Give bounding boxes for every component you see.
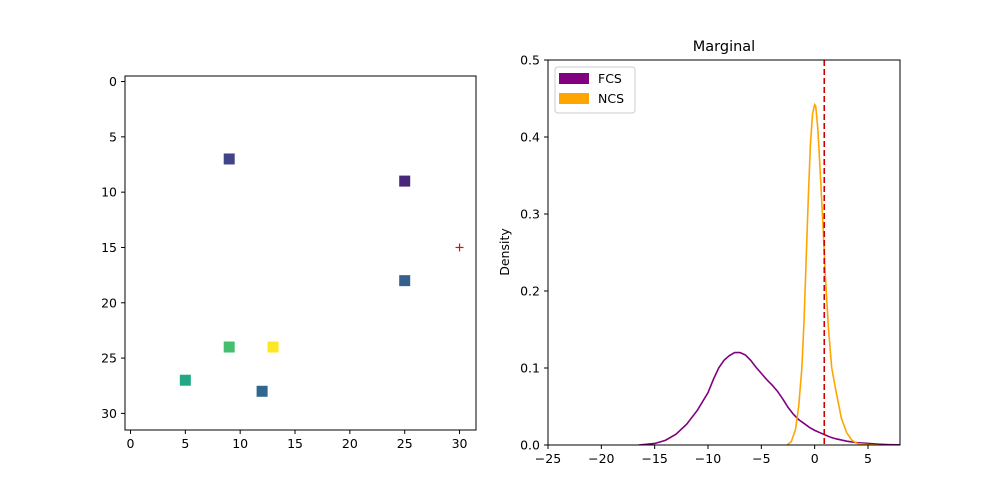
right-y-tick-label: 0.1 — [520, 361, 540, 376]
left-x-tick-label: 25 — [397, 436, 413, 451]
right-chart-title: Marginal — [693, 39, 755, 55]
right-y-tick-label: 0.4 — [520, 130, 540, 145]
left-x-tick-label: 0 — [127, 436, 135, 451]
right-x-tick-label: −5 — [752, 451, 770, 466]
right-x-tick-label: −20 — [588, 451, 614, 466]
scatter-square-point — [399, 275, 411, 287]
right-y-axis-label: Density — [497, 228, 512, 276]
right-y-tick-label: 0.5 — [520, 53, 540, 68]
scatter-square-point — [267, 341, 279, 353]
left-x-tick-label: 20 — [342, 436, 358, 451]
right-axes-frame — [547, 59, 901, 446]
left-x-tick-label: 15 — [287, 436, 303, 451]
left-x-tick-label: 30 — [452, 436, 468, 451]
density-line-fcs — [638, 351, 900, 445]
legend-swatch-fcs — [559, 73, 589, 84]
right-x-tick-label: −25 — [535, 451, 561, 466]
right-plot-background — [548, 60, 900, 445]
right-y-tick-label: 0.2 — [520, 284, 540, 299]
left-plot-background — [125, 76, 476, 430]
left-y-tick-label: 0 — [109, 74, 117, 89]
left-y-tick-label: 15 — [101, 240, 117, 255]
legend-label-ncs: NCS — [598, 91, 624, 106]
right-x-tick-label: −10 — [695, 451, 721, 466]
right-y-tick-label: 0.0 — [520, 438, 540, 453]
legend-swatch-ncs — [559, 93, 589, 104]
left-y-tick-label: 25 — [101, 351, 117, 366]
left-y-tick-label: 30 — [101, 406, 117, 421]
scatter-square-point — [223, 341, 235, 353]
scatter-square-point — [179, 374, 191, 386]
scatter-square-point — [223, 153, 235, 165]
left-x-tick-label: 10 — [232, 436, 248, 451]
left-axes-frame — [124, 75, 477, 431]
legend-label-fcs: FCS — [598, 71, 622, 86]
legend: FCS NCS — [554, 66, 636, 114]
left-scatter-panel: 0 5 10 15 20 25 30 0 5 10 15 20 25 30 — [101, 74, 477, 451]
left-y-tick-label: 20 — [101, 295, 117, 310]
right-density-panel: −25 −20 −15 −10 −5 0 5 0.0 0.1 0.2 0.3 0.4 0.5 Margi… — [497, 39, 901, 466]
left-x-tick-label: 5 — [181, 436, 189, 451]
right-x-tick-label: 0 — [811, 451, 819, 466]
right-x-tick-label: −15 — [641, 451, 667, 466]
left-y-tick-label: 5 — [109, 129, 117, 144]
target-plus-marker — [455, 243, 464, 252]
left-y-tick-label: 10 — [101, 185, 117, 200]
scatter-square-point — [399, 175, 411, 187]
right-y-tick-label: 0.3 — [520, 207, 540, 222]
right-x-tick-label: 5 — [864, 451, 872, 466]
density-line-ncs — [786, 102, 879, 445]
scatter-square-point — [256, 385, 268, 397]
